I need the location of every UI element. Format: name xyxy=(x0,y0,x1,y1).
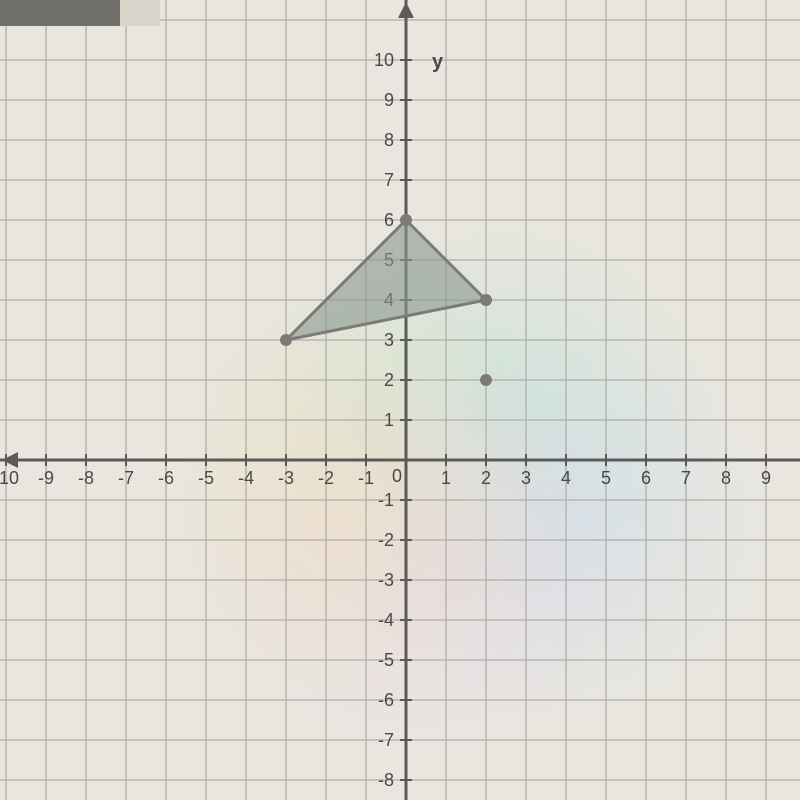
svg-text:-6: -6 xyxy=(158,468,174,488)
svg-text:7: 7 xyxy=(384,170,394,190)
svg-text:-8: -8 xyxy=(378,770,394,790)
svg-text:-3: -3 xyxy=(378,570,394,590)
svg-text:-9: -9 xyxy=(38,468,54,488)
svg-text:-5: -5 xyxy=(198,468,214,488)
svg-text:-1: -1 xyxy=(358,468,374,488)
svg-text:-6: -6 xyxy=(378,690,394,710)
svg-text:6: 6 xyxy=(641,468,651,488)
svg-text:-5: -5 xyxy=(378,650,394,670)
svg-text:9: 9 xyxy=(761,468,771,488)
svg-text:4: 4 xyxy=(561,468,571,488)
svg-text:-4: -4 xyxy=(378,610,394,630)
svg-text:-4: -4 xyxy=(238,468,254,488)
plane-svg: -10-9-8-7-6-5-4-3-2-10123456789-8-7-6-5-… xyxy=(0,0,800,800)
svg-text:9: 9 xyxy=(384,90,394,110)
svg-text:-3: -3 xyxy=(278,468,294,488)
svg-text:-1: -1 xyxy=(378,490,394,510)
svg-text:1: 1 xyxy=(384,410,394,430)
svg-text:2: 2 xyxy=(384,370,394,390)
coordinate-plane: -10-9-8-7-6-5-4-3-2-10123456789-8-7-6-5-… xyxy=(0,0,800,800)
svg-text:-8: -8 xyxy=(78,468,94,488)
svg-text:-7: -7 xyxy=(118,468,134,488)
svg-text:y: y xyxy=(432,51,444,73)
svg-text:0: 0 xyxy=(392,466,402,486)
svg-text:-2: -2 xyxy=(378,530,394,550)
svg-text:7: 7 xyxy=(681,468,691,488)
svg-text:8: 8 xyxy=(384,130,394,150)
svg-text:5: 5 xyxy=(601,468,611,488)
svg-text:1: 1 xyxy=(441,468,451,488)
svg-text:3: 3 xyxy=(521,468,531,488)
svg-text:-7: -7 xyxy=(378,730,394,750)
svg-text:-2: -2 xyxy=(318,468,334,488)
svg-text:-10: -10 xyxy=(0,468,19,488)
svg-text:6: 6 xyxy=(384,210,394,230)
svg-text:3: 3 xyxy=(384,330,394,350)
svg-text:8: 8 xyxy=(721,468,731,488)
svg-text:10: 10 xyxy=(374,50,394,70)
svg-text:2: 2 xyxy=(481,468,491,488)
